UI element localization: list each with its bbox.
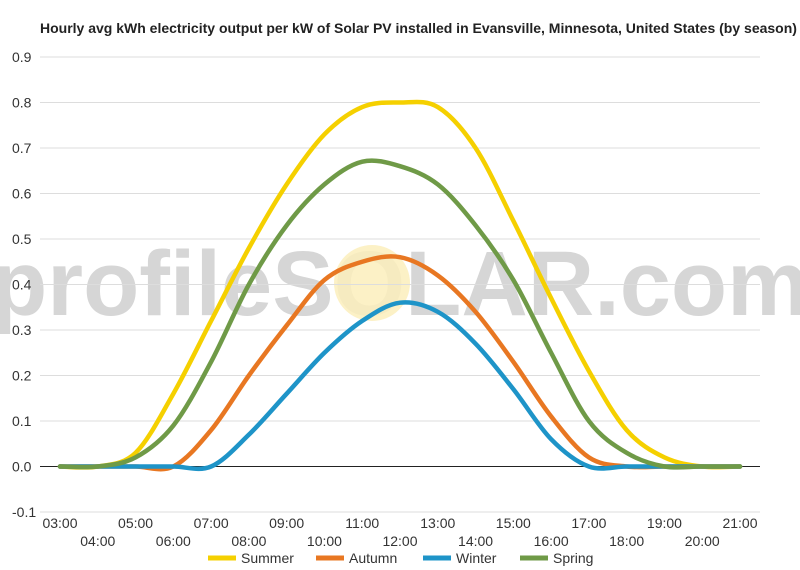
y-tick-label: 0.6 xyxy=(12,186,32,202)
series-line-summer xyxy=(57,99,743,470)
x-tick-label: 10:00 xyxy=(307,533,342,549)
y-tick-label: 0.4 xyxy=(12,277,32,293)
y-tick-label: 0.5 xyxy=(12,231,32,247)
x-tick-label: 13:00 xyxy=(420,515,455,531)
x-tick-label: 09:00 xyxy=(269,515,304,531)
legend: Summer Autumn Winter Spring xyxy=(208,550,593,566)
y-tick-label: 0.7 xyxy=(12,140,32,156)
x-tick-label: 17:00 xyxy=(571,515,606,531)
y-tick-label: 0.1 xyxy=(12,413,32,429)
x-tick-label: 03:00 xyxy=(42,515,77,531)
series-lines xyxy=(57,99,743,472)
x-tick-label: 15:00 xyxy=(496,515,531,531)
series-line-winter xyxy=(57,300,743,472)
legend-item-spring: Spring xyxy=(520,550,593,566)
y-tick-label: 0.9 xyxy=(12,49,32,65)
x-tick-label: 19:00 xyxy=(647,515,682,531)
legend-label: Spring xyxy=(553,550,593,566)
y-tick-label: 0.8 xyxy=(12,95,32,111)
x-tick-label: 16:00 xyxy=(534,533,569,549)
legend-item-winter: Winter xyxy=(423,550,497,566)
legend-label: Summer xyxy=(241,550,294,566)
x-tick-label: 06:00 xyxy=(156,533,191,549)
chart-title: Hourly avg kWh electricity output per kW… xyxy=(40,20,797,36)
y-tick-label: 0.3 xyxy=(12,322,32,338)
y-tick-label: -0.1 xyxy=(12,504,36,520)
y-tick-label: 0.2 xyxy=(12,368,32,384)
series-line-spring xyxy=(57,158,743,470)
legend-label: Autumn xyxy=(349,550,397,566)
x-tick-label: 05:00 xyxy=(118,515,153,531)
legend-label: Winter xyxy=(456,550,497,566)
legend-item-autumn: Autumn xyxy=(316,550,397,566)
x-tick-label: 18:00 xyxy=(609,533,644,549)
x-tick-label: 21:00 xyxy=(722,515,757,531)
x-tick-label: 07:00 xyxy=(194,515,229,531)
x-tick-label: 14:00 xyxy=(458,533,493,549)
x-tick-label: 04:00 xyxy=(80,533,115,549)
x-tick-label: 08:00 xyxy=(231,533,266,549)
x-tick-label: 20:00 xyxy=(685,533,720,549)
y-tick-label: 0.0 xyxy=(12,459,32,475)
x-tick-label: 12:00 xyxy=(382,533,417,549)
x-tick-label: 11:00 xyxy=(345,515,379,531)
gridlines xyxy=(40,56,760,513)
legend-item-summer: Summer xyxy=(208,550,294,566)
x-axis-ticks: 03:0004:0005:0006:0007:0008:0009:0010:00… xyxy=(42,515,757,549)
y-axis-ticks: 0.9 0.8 0.7 0.6 0.5 0.4 0.3 0.2 0.1 0.0 -0.1 xyxy=(12,49,36,520)
